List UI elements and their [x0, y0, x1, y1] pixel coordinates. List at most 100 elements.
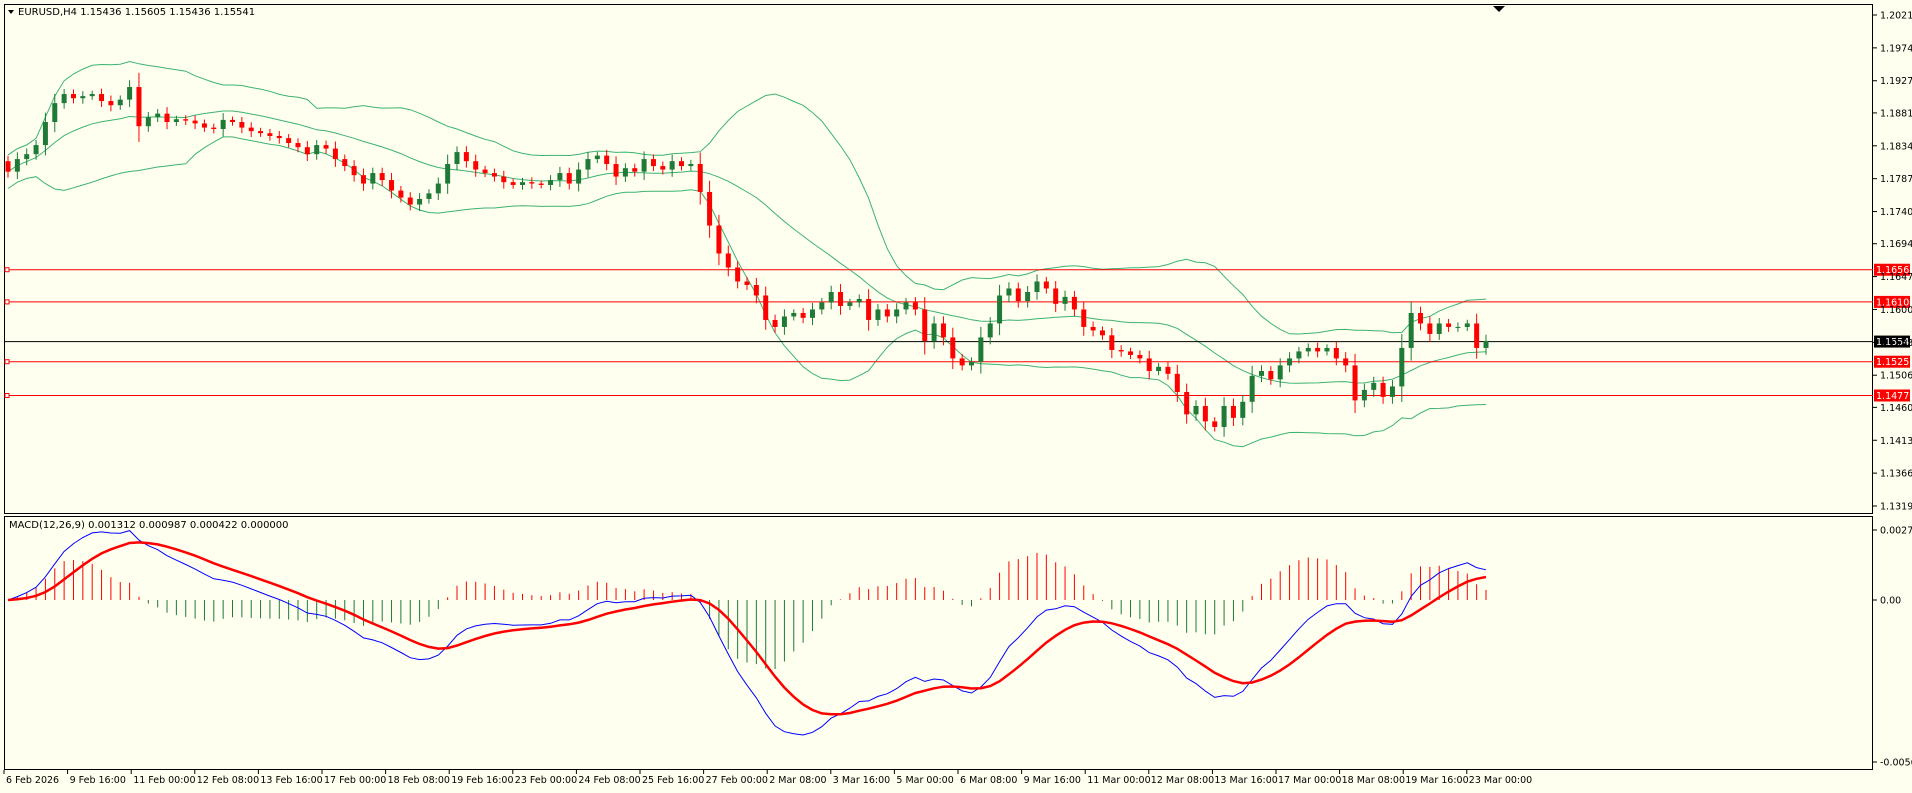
candle	[978, 326, 984, 374]
candle-body	[529, 182, 535, 184]
candle	[417, 193, 423, 212]
candle	[1305, 343, 1311, 357]
candle-body	[398, 190, 404, 198]
candle-body	[613, 163, 619, 177]
candle	[351, 160, 357, 182]
candle	[847, 298, 853, 311]
candle	[969, 357, 975, 371]
time-tick-label: 6 Mar 08:00	[960, 775, 1017, 786]
candle	[529, 177, 535, 189]
candle	[1025, 286, 1031, 308]
candle	[828, 285, 834, 310]
candle	[295, 138, 301, 153]
candle-body	[1287, 358, 1293, 366]
candle	[70, 89, 76, 104]
candle	[725, 245, 731, 277]
price-pane-frame	[4, 4, 1873, 514]
candle	[866, 289, 872, 331]
candle-body	[1174, 373, 1180, 392]
candle	[1249, 365, 1255, 413]
candle-body	[1128, 351, 1134, 355]
time-tick-label: 11 Mar 00:00	[1087, 775, 1150, 786]
shift-marker-icon[interactable]	[1493, 6, 1505, 12]
candle	[14, 152, 20, 180]
candle	[1427, 316, 1433, 342]
candle-body	[1352, 365, 1358, 401]
candle	[473, 154, 479, 177]
candle	[997, 284, 1003, 336]
candle-body	[997, 295, 1003, 324]
candle-body	[838, 291, 844, 306]
candle-body	[903, 302, 909, 310]
current-price-box	[1874, 335, 1910, 348]
time-tick-label: 2 Mar 08:00	[769, 775, 826, 786]
chart-menu-icon[interactable]	[8, 10, 14, 14]
candle	[80, 91, 86, 104]
candle-body	[1483, 340, 1489, 348]
candle-body	[183, 119, 189, 121]
candle-body	[1034, 281, 1040, 292]
level-price-label: 1.15253	[1874, 355, 1912, 368]
candle-body	[24, 154, 30, 160]
time-tick-label: 11 Feb 00:00	[133, 775, 195, 786]
candle-body	[969, 361, 975, 366]
candle-body	[781, 316, 787, 327]
candle-body	[772, 319, 778, 327]
macd-tick-label: -0.005698	[1880, 758, 1912, 769]
candle-body	[576, 169, 582, 184]
level-anchor-icon	[4, 299, 10, 305]
macd-pane[interactable]: 0.002748 0.00 -0.005698 MACD(12,26,9) 0.00…	[4, 516, 1912, 770]
candle	[604, 149, 610, 171]
candle-body	[389, 180, 395, 191]
candle	[342, 154, 348, 172]
candle	[688, 159, 694, 171]
candle-body	[1361, 389, 1367, 401]
price-tick-label: 1.16470	[1880, 272, 1912, 283]
macd-title: MACD(12,26,9) 0.001312 0.000987 0.000422…	[9, 520, 289, 531]
candle-body	[136, 87, 142, 127]
candle-body	[1118, 350, 1124, 352]
candle-body	[1090, 326, 1096, 331]
candle-body	[1296, 351, 1302, 359]
candle-body	[1343, 358, 1349, 366]
candle	[1455, 322, 1461, 332]
time-tick-label: 24 Feb 08:00	[578, 775, 640, 786]
candle	[1240, 394, 1246, 426]
candle-body	[1455, 326, 1461, 328]
candle-body	[510, 182, 516, 185]
candle-body	[173, 119, 179, 123]
candle	[24, 148, 30, 166]
price-pane[interactable]: 1.16568 1.16108 1.15253 1.14770 1.15541 1.20…	[4, 4, 1912, 514]
candle	[716, 214, 722, 266]
candle	[912, 297, 918, 316]
candle	[1109, 328, 1115, 359]
candle-body	[145, 117, 151, 127]
candle	[1053, 280, 1059, 313]
candle	[445, 154, 451, 194]
candle-body	[70, 94, 76, 99]
candle-body	[482, 169, 488, 174]
candle	[5, 155, 11, 178]
candle	[1436, 318, 1442, 340]
candle-body	[351, 166, 357, 176]
candle-body	[894, 309, 900, 317]
candle	[884, 304, 890, 323]
candle	[491, 168, 497, 182]
candle	[463, 146, 469, 168]
candle-body	[1099, 330, 1105, 336]
candle-body	[679, 161, 685, 167]
candle-body	[463, 152, 469, 162]
candle	[819, 297, 825, 315]
candle	[239, 116, 245, 134]
candle-body	[641, 159, 647, 172]
candle-body	[1305, 347, 1311, 352]
candle	[585, 151, 591, 178]
candle	[1118, 345, 1124, 357]
candle-body	[211, 127, 217, 130]
time-tick-label: 18 Feb 08:00	[388, 775, 450, 786]
candle-body	[1184, 391, 1190, 415]
candle-body	[1464, 323, 1470, 327]
candle	[52, 93, 58, 133]
candle-body	[1315, 347, 1321, 352]
candle	[99, 88, 105, 107]
